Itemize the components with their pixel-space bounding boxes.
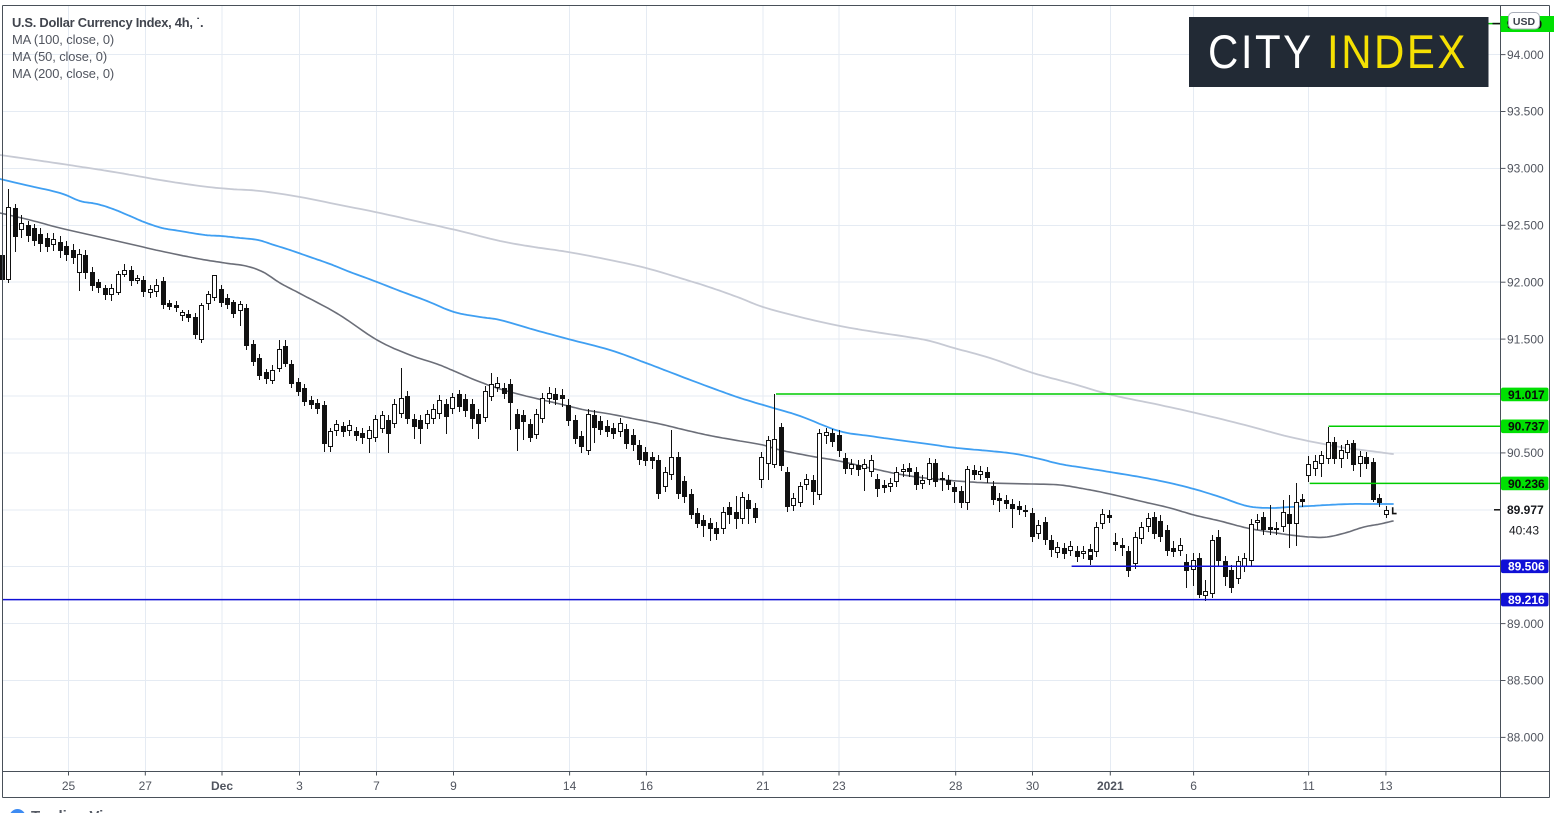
svg-text:90.737: 90.737 [1508,420,1545,434]
svg-text:Dec: Dec [211,779,233,793]
svg-text:27: 27 [139,779,153,793]
svg-text:92.000: 92.000 [1507,275,1544,289]
svg-text:2021: 2021 [1097,779,1124,793]
svg-text:MA (200, close, 0): MA (200, close, 0) [12,66,114,81]
svg-text:9: 9 [450,779,457,793]
svg-text:CITY INDEX: CITY INDEX [1208,27,1468,79]
svg-text:14: 14 [563,779,577,793]
svg-text:89.977: 89.977 [1507,503,1544,517]
svg-text:25: 25 [62,779,76,793]
svg-text:Trading Vi: Trading Vi [31,808,103,813]
svg-text:94.000: 94.000 [1507,48,1544,62]
svg-text:88.000: 88.000 [1507,731,1544,745]
svg-text:91.500: 91.500 [1507,332,1544,346]
svg-text:16: 16 [640,779,654,793]
svg-text:89.000: 89.000 [1507,617,1544,631]
svg-text:13: 13 [1379,779,1393,793]
svg-text:90.500: 90.500 [1507,446,1544,460]
svg-text:3: 3 [296,779,303,793]
svg-text:93.000: 93.000 [1507,162,1544,176]
svg-text:MA (50, close, 0): MA (50, close, 0) [12,49,107,64]
svg-text:89.216: 89.216 [1508,593,1545,607]
svg-text:91.017: 91.017 [1508,388,1545,402]
svg-text:40:43: 40:43 [1509,524,1539,538]
svg-text:6: 6 [1190,779,1197,793]
svg-text:30: 30 [1026,779,1040,793]
svg-text:MA (100, close, 0): MA (100, close, 0) [12,32,114,47]
svg-text:11: 11 [1302,779,1315,793]
svg-text:23: 23 [832,779,846,793]
svg-text:21: 21 [756,779,770,793]
svg-text:89.506: 89.506 [1508,560,1545,574]
svg-text:28: 28 [949,779,963,793]
svg-text:7: 7 [373,779,380,793]
svg-text:U.S. Dollar Currency Index, 4h: U.S. Dollar Currency Index, 4h, ˙. [12,15,203,30]
svg-text:93.500: 93.500 [1507,105,1544,119]
svg-text:90.236: 90.236 [1508,477,1545,491]
svg-text:88.500: 88.500 [1507,674,1544,688]
svg-text:USD: USD [1513,16,1536,28]
svg-text:92.500: 92.500 [1507,219,1544,233]
